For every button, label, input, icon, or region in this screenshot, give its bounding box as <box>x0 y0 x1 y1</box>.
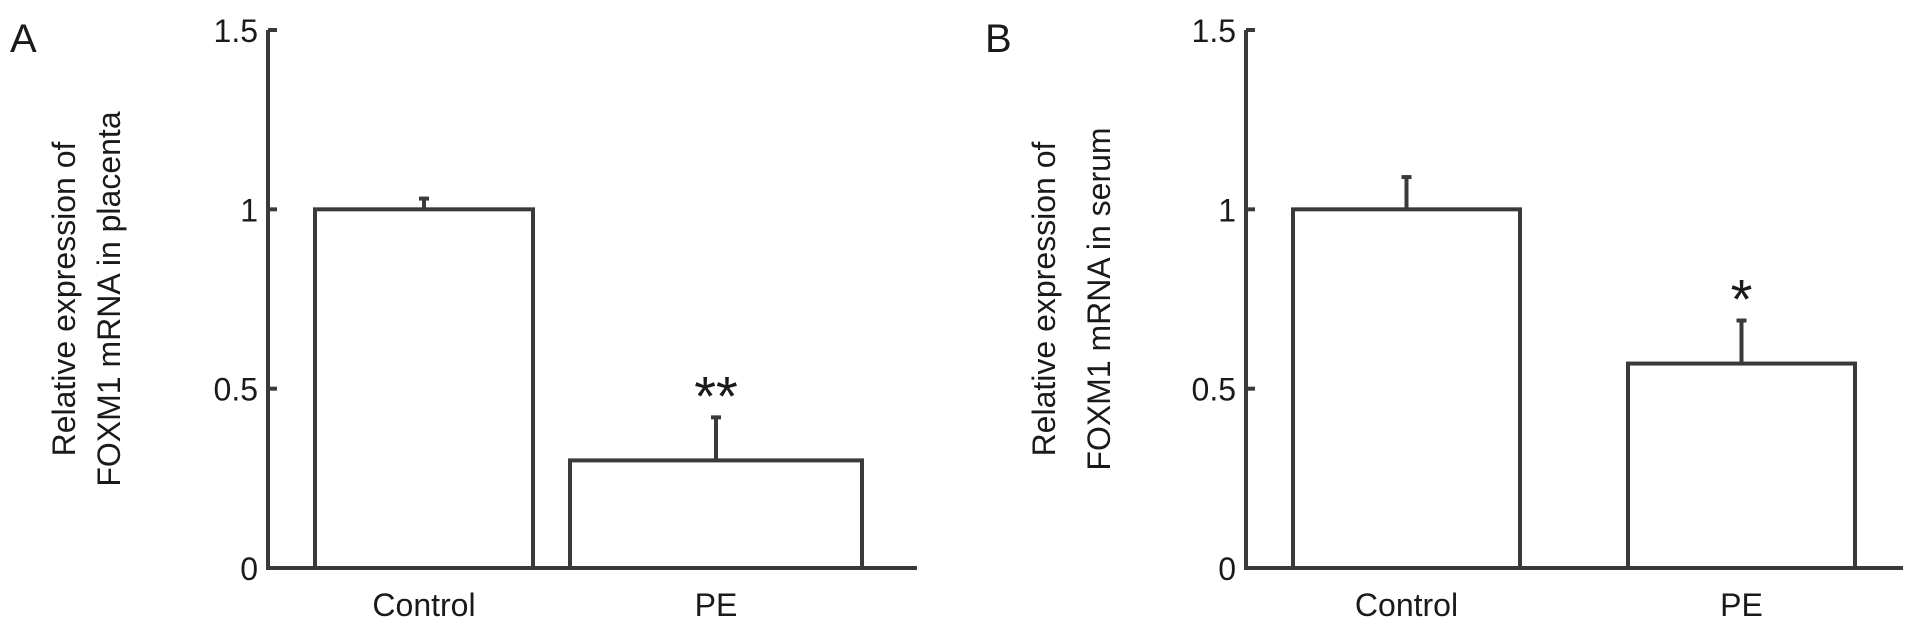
x-tick-label: PE <box>1720 587 1763 623</box>
y-tick-label: 0.5 <box>214 372 258 408</box>
x-tick-label: PE <box>695 587 738 623</box>
bar <box>1626 361 1857 570</box>
y-axis-label: Relative expression of <box>46 141 82 456</box>
y-tick-label: 0 <box>240 551 258 587</box>
bar <box>313 207 535 570</box>
panel-label: B <box>985 17 1012 61</box>
significance-marker: * <box>1731 268 1753 331</box>
y-tick-label: 1 <box>240 192 258 228</box>
significance-marker: ** <box>694 364 738 427</box>
chart-panel-b: B Control * PE 0 0.5 1 1.5 Relative expression o… <box>985 13 1903 623</box>
bar <box>1291 207 1522 570</box>
y-axis-label: Relative expression of <box>1026 141 1062 456</box>
x-tick-label: Control <box>372 587 475 623</box>
panel-label: A <box>10 17 37 61</box>
y-tick-label: 1.5 <box>214 13 258 49</box>
bar <box>568 458 864 570</box>
chart-panel-a: A Control ** PE 0 0.5 1 1.5 Relative expression … <box>10 13 917 623</box>
y-tick-label: 0.5 <box>1192 372 1236 408</box>
y-tick-label: 1.5 <box>1192 13 1236 49</box>
x-tick-label: Control <box>1355 587 1458 623</box>
y-tick-label: 0 <box>1218 551 1236 587</box>
y-axis-label: FOXM1 mRNA in placenta <box>91 111 127 486</box>
y-axis-label: FOXM1 mRNA in serum <box>1081 127 1117 470</box>
y-tick-label: 1 <box>1218 192 1236 228</box>
